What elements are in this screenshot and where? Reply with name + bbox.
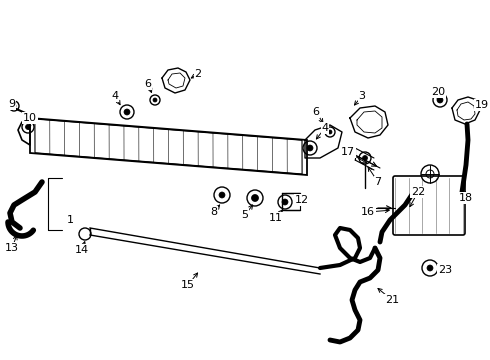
Text: 19: 19 [475, 100, 489, 110]
Text: 13: 13 [5, 243, 19, 253]
Text: 22: 22 [411, 187, 425, 197]
Circle shape [282, 199, 288, 205]
Text: 21: 21 [385, 295, 399, 305]
Text: 14: 14 [75, 245, 89, 255]
Text: 15: 15 [181, 280, 195, 290]
Circle shape [25, 125, 30, 130]
Text: 3: 3 [359, 91, 366, 101]
Text: 5: 5 [242, 210, 248, 220]
Text: 2: 2 [195, 69, 201, 79]
Circle shape [363, 156, 368, 161]
Text: 4: 4 [111, 91, 119, 101]
Text: 17: 17 [341, 147, 355, 157]
Text: 4: 4 [321, 123, 329, 133]
Text: 1: 1 [67, 215, 74, 225]
Text: 8: 8 [210, 207, 218, 217]
Circle shape [219, 192, 225, 198]
Circle shape [427, 265, 433, 271]
Text: 20: 20 [431, 87, 445, 97]
Text: 23: 23 [438, 265, 452, 275]
Text: 9: 9 [8, 99, 16, 109]
Circle shape [124, 109, 130, 115]
Text: 11: 11 [269, 213, 283, 223]
Text: 18: 18 [459, 193, 473, 203]
Text: 6: 6 [145, 79, 151, 89]
Circle shape [12, 104, 16, 108]
Circle shape [251, 194, 259, 202]
Text: 6: 6 [313, 107, 319, 117]
Circle shape [328, 130, 332, 134]
Text: 16: 16 [361, 207, 375, 217]
Text: 10: 10 [23, 113, 37, 123]
Circle shape [153, 98, 157, 102]
Text: 12: 12 [295, 195, 309, 205]
Circle shape [437, 97, 443, 103]
Text: 7: 7 [374, 177, 382, 187]
Circle shape [307, 145, 313, 151]
